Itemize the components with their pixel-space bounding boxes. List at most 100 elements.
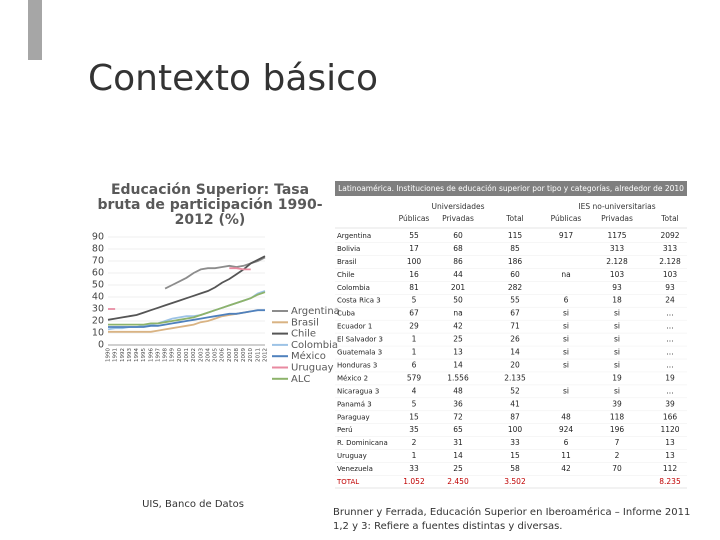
table-cell: 33 <box>409 464 419 473</box>
table-cell: ... <box>666 348 673 357</box>
x-tick-label: 1991 <box>113 348 119 362</box>
table-cell: 24 <box>665 296 675 305</box>
table-cell: 2092 <box>660 231 679 240</box>
table-cell: si <box>614 322 620 331</box>
x-tick-label: 1994 <box>134 348 140 362</box>
table-cell: 15 <box>409 412 419 421</box>
table-cell: 16 <box>409 270 419 279</box>
table-cell: ... <box>666 335 673 344</box>
x-tick-label: 1998 <box>163 348 169 362</box>
table-cell: 100 <box>407 257 422 266</box>
x-tick-label: 2000 <box>177 348 183 362</box>
table-cell: 33 <box>510 438 520 447</box>
series-line <box>108 309 265 328</box>
table-cell: si <box>563 360 569 369</box>
y-tick-label: 90 <box>92 232 104 243</box>
table-column-header: Total <box>660 214 679 223</box>
table-cell: 39 <box>665 399 675 408</box>
source-right: Brunner y Ferrada, Educación Superior en… <box>333 506 690 518</box>
x-tick-label: 2011 <box>255 348 261 362</box>
series-line <box>108 267 251 310</box>
table-cell: 1.052 <box>403 477 425 486</box>
series-line <box>164 256 266 290</box>
table-cell: 14 <box>453 360 463 369</box>
slide-title: Contexto básico <box>88 58 378 99</box>
table-row-label: Argentina <box>337 232 371 240</box>
x-tick-label: 2010 <box>248 348 254 362</box>
table-row-label: Paraguay <box>337 413 370 421</box>
table-cell: 6 <box>564 438 569 447</box>
table-cell: 71 <box>510 322 520 331</box>
x-tick-label: 2009 <box>241 348 247 362</box>
table-cell: si <box>563 309 569 318</box>
table-row-label: Cuba <box>337 310 355 318</box>
table-cell: 103 <box>663 270 678 279</box>
table-cell: 72 <box>453 412 463 421</box>
series-line <box>107 255 266 321</box>
accent-bar <box>28 0 42 60</box>
legend-label: Uruguay <box>291 363 334 374</box>
table-cell: 100 <box>508 425 523 434</box>
table-cell: 93 <box>612 283 622 292</box>
table-cell: si <box>563 386 569 395</box>
table-cell: 93 <box>665 283 675 292</box>
x-tick-label: 1995 <box>141 348 147 362</box>
table-cell: 313 <box>663 244 678 253</box>
table-cell: 31 <box>453 438 463 447</box>
table-cell: 3.502 <box>504 477 526 486</box>
table-cell: 48 <box>453 386 463 395</box>
x-tick-label: 1996 <box>148 348 154 362</box>
legend-label: México <box>291 350 326 362</box>
legend-label: Chile <box>291 329 316 340</box>
table-cell: 112 <box>663 464 678 473</box>
legend-label: Colombia <box>291 340 338 351</box>
table-row-label: TOTAL <box>336 478 359 486</box>
x-tick-label: 1997 <box>155 348 161 362</box>
table-cell: 282 <box>508 283 523 292</box>
table-row-label: Honduras 3 <box>337 361 377 369</box>
table-row-label: Panamá 3 <box>337 400 372 408</box>
table-row-label: Brasil <box>337 258 357 266</box>
table-cell: 52 <box>510 386 520 395</box>
legend-label: Brasil <box>291 317 319 328</box>
table-cell: 25 <box>453 335 463 344</box>
table-column-header: Públicas <box>399 214 430 223</box>
table-cell: 1 <box>412 335 417 344</box>
table-row-label: Bolivia <box>337 245 360 253</box>
x-tick-label: 2007 <box>227 348 233 362</box>
table-cell: 68 <box>453 244 463 253</box>
table-cell: 103 <box>610 270 625 279</box>
table-cell: 11 <box>561 451 571 460</box>
table-row-label: Colombia <box>337 284 370 292</box>
table-cell: 60 <box>453 231 463 240</box>
table-cell: 25 <box>453 464 463 473</box>
table-cell: 18 <box>612 296 622 305</box>
table-cell: 13 <box>453 348 463 357</box>
table-cell: ... <box>666 322 673 331</box>
table-row-label: Perú <box>337 426 353 434</box>
y-tick-label: 80 <box>92 244 104 255</box>
table-cell: si <box>614 360 620 369</box>
table-cell: 924 <box>559 425 574 434</box>
table-cell: 29 <box>409 322 419 331</box>
table-group-header: Universidades <box>431 202 484 211</box>
table-cell: 67 <box>409 309 419 318</box>
table-row-label: R. Dominicana <box>337 439 388 447</box>
table-cell: na <box>561 270 570 279</box>
table-cell: 19 <box>612 373 622 382</box>
table-cell: 2.128 <box>606 257 628 266</box>
y-tick-label: 60 <box>92 268 104 279</box>
y-tick-label: 20 <box>92 316 104 327</box>
table-column-header: Públicas <box>551 214 582 223</box>
x-tick-label: 2012 <box>263 348 269 362</box>
x-tick-label: 2001 <box>184 348 190 362</box>
table-cell: 2 <box>615 451 620 460</box>
chart-title: 2012 (%) <box>175 212 246 228</box>
table-cell: si <box>563 322 569 331</box>
source-right: 1,2 y 3: Refiere a fuentes distintas y d… <box>333 521 562 532</box>
legend-label: ALC <box>291 374 310 385</box>
x-tick-label: 2006 <box>220 348 226 362</box>
table-cell: 6 <box>564 296 569 305</box>
